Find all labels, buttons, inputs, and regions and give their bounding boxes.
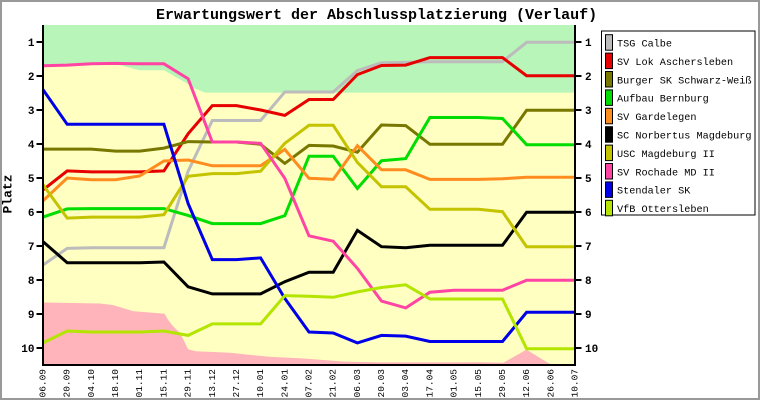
- svg-text:07.02: 07.02: [304, 369, 315, 398]
- svg-text:27.12: 27.12: [231, 369, 242, 398]
- svg-text:9: 9: [28, 310, 35, 322]
- svg-text:06.03: 06.03: [352, 369, 363, 398]
- svg-text:15.11: 15.11: [158, 369, 169, 398]
- svg-text:10: 10: [585, 344, 598, 356]
- svg-text:20.03: 20.03: [376, 369, 387, 398]
- svg-text:3: 3: [28, 106, 35, 118]
- svg-text:SV Rochade MD II: SV Rochade MD II: [617, 167, 715, 179]
- svg-text:Burger SK Schwarz-Weiß: Burger SK Schwarz-Weiß: [617, 75, 752, 87]
- svg-text:SV Lok Aschersleben: SV Lok Aschersleben: [617, 57, 733, 69]
- svg-text:01.05: 01.05: [449, 369, 460, 398]
- svg-text:01.11: 01.11: [134, 369, 145, 398]
- svg-text:29.11: 29.11: [183, 369, 194, 398]
- svg-text:Aufbau Bernburg: Aufbau Bernburg: [617, 94, 709, 106]
- svg-text:3: 3: [585, 106, 592, 118]
- svg-text:8: 8: [585, 276, 592, 288]
- svg-text:8: 8: [28, 276, 35, 288]
- svg-text:06.09: 06.09: [38, 369, 49, 398]
- svg-text:15.05: 15.05: [473, 369, 484, 398]
- svg-text:7: 7: [28, 242, 35, 254]
- svg-text:6: 6: [28, 208, 35, 220]
- svg-text:10.01: 10.01: [255, 369, 266, 398]
- svg-text:Erwartungswert der Abschlusspl: Erwartungswert der Abschlussplatzierung …: [156, 7, 597, 24]
- svg-text:13.12: 13.12: [207, 369, 218, 398]
- svg-text:21.02: 21.02: [328, 369, 339, 398]
- svg-text:20.09: 20.09: [62, 369, 73, 398]
- svg-text:4: 4: [28, 140, 35, 152]
- svg-text:12.06: 12.06: [521, 369, 532, 398]
- svg-text:17.04: 17.04: [424, 369, 435, 398]
- svg-text:4: 4: [585, 140, 592, 152]
- svg-text:29.05: 29.05: [497, 369, 508, 398]
- svg-text:04.10: 04.10: [86, 369, 97, 398]
- svg-text:03.04: 03.04: [400, 369, 411, 398]
- svg-text:SC Norbertus Magdeburg: SC Norbertus Magdeburg: [617, 131, 752, 143]
- svg-text:18.10: 18.10: [110, 369, 121, 398]
- svg-text:1: 1: [28, 38, 35, 50]
- svg-text:6: 6: [585, 208, 592, 220]
- svg-text:VfB Ottersleben: VfB Ottersleben: [617, 204, 709, 216]
- svg-text:Platz: Platz: [1, 174, 16, 213]
- svg-text:SV Gardelegen: SV Gardelegen: [617, 112, 696, 124]
- svg-text:10: 10: [21, 344, 34, 356]
- svg-text:5: 5: [28, 174, 35, 186]
- svg-text:7: 7: [585, 242, 592, 254]
- svg-text:USC Magdeburg II: USC Magdeburg II: [617, 149, 715, 161]
- svg-text:9: 9: [585, 310, 592, 322]
- svg-text:Stendaler SK: Stendaler SK: [617, 186, 691, 198]
- svg-text:5: 5: [585, 174, 592, 186]
- svg-text:2: 2: [28, 72, 35, 84]
- svg-text:24.01: 24.01: [279, 369, 290, 398]
- svg-text:TSG Calbe: TSG Calbe: [617, 39, 672, 51]
- svg-text:26.06: 26.06: [545, 369, 556, 398]
- svg-text:1: 1: [585, 38, 592, 50]
- svg-text:10.07: 10.07: [570, 369, 581, 398]
- svg-text:2: 2: [585, 72, 592, 84]
